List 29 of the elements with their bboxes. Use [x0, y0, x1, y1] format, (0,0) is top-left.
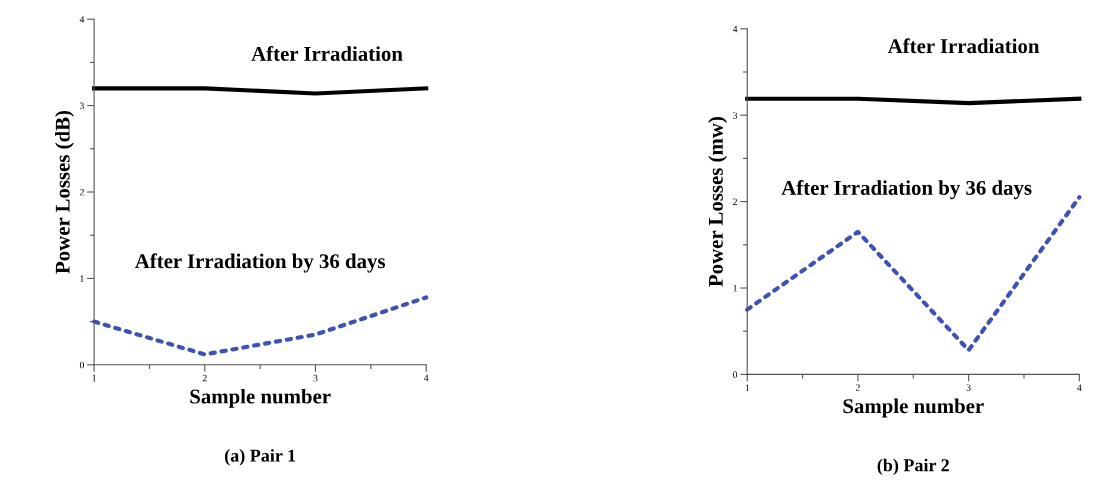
y-tick-label: 2: [733, 198, 737, 205]
series-label: After Irradiation by 36 days: [781, 180, 1032, 200]
line-series: [92, 295, 429, 357]
y-axis-title: Power Losses (dB): [55, 110, 74, 274]
x-tick-label: 2: [855, 384, 860, 391]
y-tick-label: 4: [732, 25, 738, 33]
text: After Irradiation: [887, 38, 1040, 54]
text: (a) Pair 1: [225, 449, 296, 466]
y-tick-label: 0: [733, 371, 738, 378]
y-axis-title: Power Losses (mw): [708, 117, 728, 287]
x-tick-label: 3: [313, 374, 318, 382]
y-tick-label: 1: [733, 284, 737, 292]
y-tick-label: 3: [79, 102, 84, 110]
x-tick-label: 2: [202, 374, 207, 382]
x-tick-label: 4: [1077, 384, 1082, 391]
text: (b) Pair 2: [877, 458, 949, 476]
y-tick-label: 3: [733, 112, 738, 119]
x-axis-title: Sample number: [843, 398, 984, 418]
x-tick-label: 1: [92, 374, 96, 382]
y-tick-label: 1: [80, 275, 84, 282]
y-tick-label: 4: [79, 16, 85, 23]
x-tick-label: 1: [745, 384, 750, 391]
series-label: After Irradiation by 36 days: [134, 253, 386, 273]
y-tick-label: 0: [79, 361, 84, 369]
x-axis-title: Sample number: [190, 388, 331, 408]
series-label: After Irradiation: [251, 46, 403, 61]
y-tick-label: 2: [79, 188, 84, 196]
x-tick-label: 3: [966, 384, 971, 391]
x-tick-label: 4: [423, 374, 429, 382]
